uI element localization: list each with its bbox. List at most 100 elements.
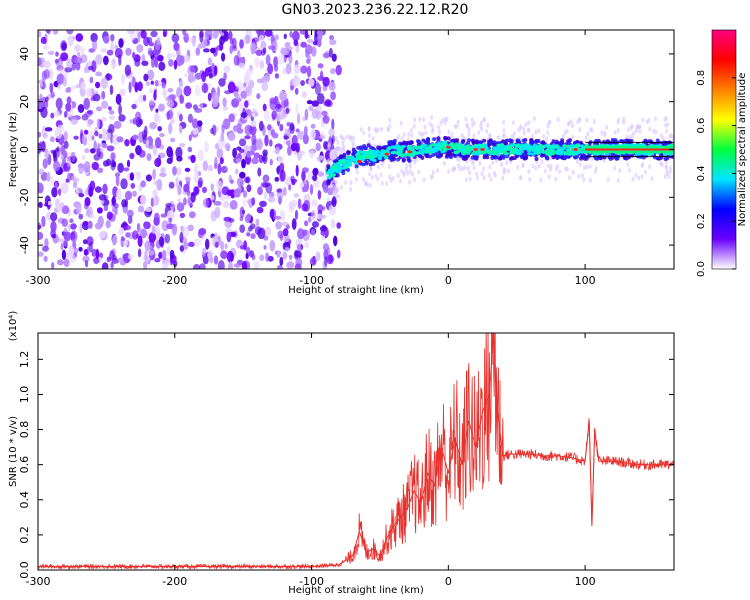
noise-cell — [168, 181, 175, 189]
noise-cell — [236, 81, 244, 90]
noise-cell — [85, 209, 91, 217]
noise-cell — [68, 245, 75, 257]
halo-cell — [472, 165, 476, 171]
figure-title: GN03.2023.236.22.12.R20 — [281, 2, 469, 18]
noise-cell — [114, 47, 123, 59]
halo-cell — [376, 176, 380, 182]
noise-cell — [262, 149, 268, 157]
halo-cell — [352, 135, 356, 141]
ridge-core-cell — [371, 149, 376, 153]
noise-cell — [239, 206, 245, 218]
noise-cell — [285, 107, 290, 114]
noise-cell — [312, 180, 320, 188]
noise-cell — [61, 42, 67, 51]
noise-cell — [157, 54, 164, 62]
ridge-core-cell — [439, 146, 444, 150]
halo-cell — [640, 174, 644, 180]
ridge-core-cell — [335, 170, 341, 174]
noise-cell — [103, 35, 110, 44]
noise-cell — [244, 124, 252, 136]
halo-cell — [584, 135, 588, 141]
ridge-core-cell — [532, 143, 538, 147]
halo-cell — [654, 116, 657, 122]
halo-cell — [548, 119, 552, 125]
noise-cell — [70, 85, 77, 90]
halo-cell — [468, 170, 471, 176]
noise-cell — [68, 254, 77, 263]
halo-cell — [437, 124, 440, 130]
noise-cell — [82, 239, 88, 245]
ridge-cell — [545, 156, 550, 161]
noise-cell — [81, 154, 86, 161]
noise-cell — [296, 113, 301, 125]
noise-cell — [88, 48, 95, 53]
halo-cell — [404, 167, 408, 173]
noise-cell — [41, 140, 46, 152]
noise-cell — [258, 120, 264, 132]
ridge-cell — [578, 140, 583, 145]
noise-cell — [118, 38, 124, 48]
ridge-cell — [347, 150, 351, 155]
noise-cell — [223, 200, 230, 209]
noise-cell — [251, 197, 256, 206]
noise-cell — [72, 180, 78, 189]
ridge-core-cell — [404, 152, 409, 156]
noise-cell — [125, 232, 131, 238]
noise-cell — [323, 249, 329, 260]
halo-cell — [397, 133, 401, 139]
noise-cell — [178, 80, 184, 87]
noise-cell — [251, 157, 259, 165]
halo-cell — [561, 134, 565, 140]
halo-cell — [634, 172, 638, 178]
noise-cell — [138, 226, 142, 239]
noise-cell — [150, 30, 158, 38]
noise-cell — [269, 240, 276, 252]
halo-cell — [522, 126, 526, 132]
noise-cell — [115, 93, 122, 105]
noise-cell — [154, 157, 162, 168]
halo-cell — [380, 161, 384, 167]
noise-cell — [279, 209, 286, 222]
noise-cell — [232, 147, 238, 159]
noise-cell — [71, 175, 76, 181]
noise-cell — [212, 124, 217, 136]
noise-cell — [202, 186, 207, 194]
noise-cell — [113, 120, 122, 129]
halo-cell — [436, 168, 440, 174]
ridge-cell — [409, 140, 414, 145]
noise-cell — [108, 106, 112, 111]
halo-cell — [627, 126, 630, 132]
noise-cell — [161, 220, 169, 232]
halo-cell — [444, 116, 447, 122]
noise-cell — [75, 202, 82, 215]
noise-cell — [330, 218, 336, 229]
noise-cell — [333, 235, 338, 247]
ridge-core-cell — [562, 144, 567, 148]
ridge-core-cell — [493, 151, 498, 156]
noise-cell — [219, 157, 224, 165]
ridge-cell — [392, 138, 397, 143]
halo-cell — [487, 172, 491, 178]
noise-cell — [183, 32, 189, 44]
halo-cell — [637, 175, 641, 181]
halo-cell — [423, 124, 427, 130]
noise-cell — [102, 143, 108, 149]
halo-cell — [578, 161, 582, 167]
noise-cell — [263, 110, 271, 122]
halo-cell — [613, 130, 617, 135]
noise-cell — [75, 62, 81, 71]
noise-cell — [253, 260, 260, 269]
noise-cell — [137, 31, 141, 43]
noise-cell — [229, 45, 233, 54]
noise-cell — [100, 77, 108, 89]
halo-cell — [413, 117, 417, 123]
halo-cell — [464, 177, 468, 183]
ridge-core-cell — [638, 143, 643, 147]
noise-cell — [94, 186, 102, 193]
noise-cell — [276, 188, 283, 193]
noise-cell — [258, 35, 265, 43]
noise-cell — [220, 35, 227, 41]
y-tick-label: 40 — [18, 47, 31, 61]
noise-cell — [111, 197, 115, 205]
noise-cell — [267, 255, 274, 262]
